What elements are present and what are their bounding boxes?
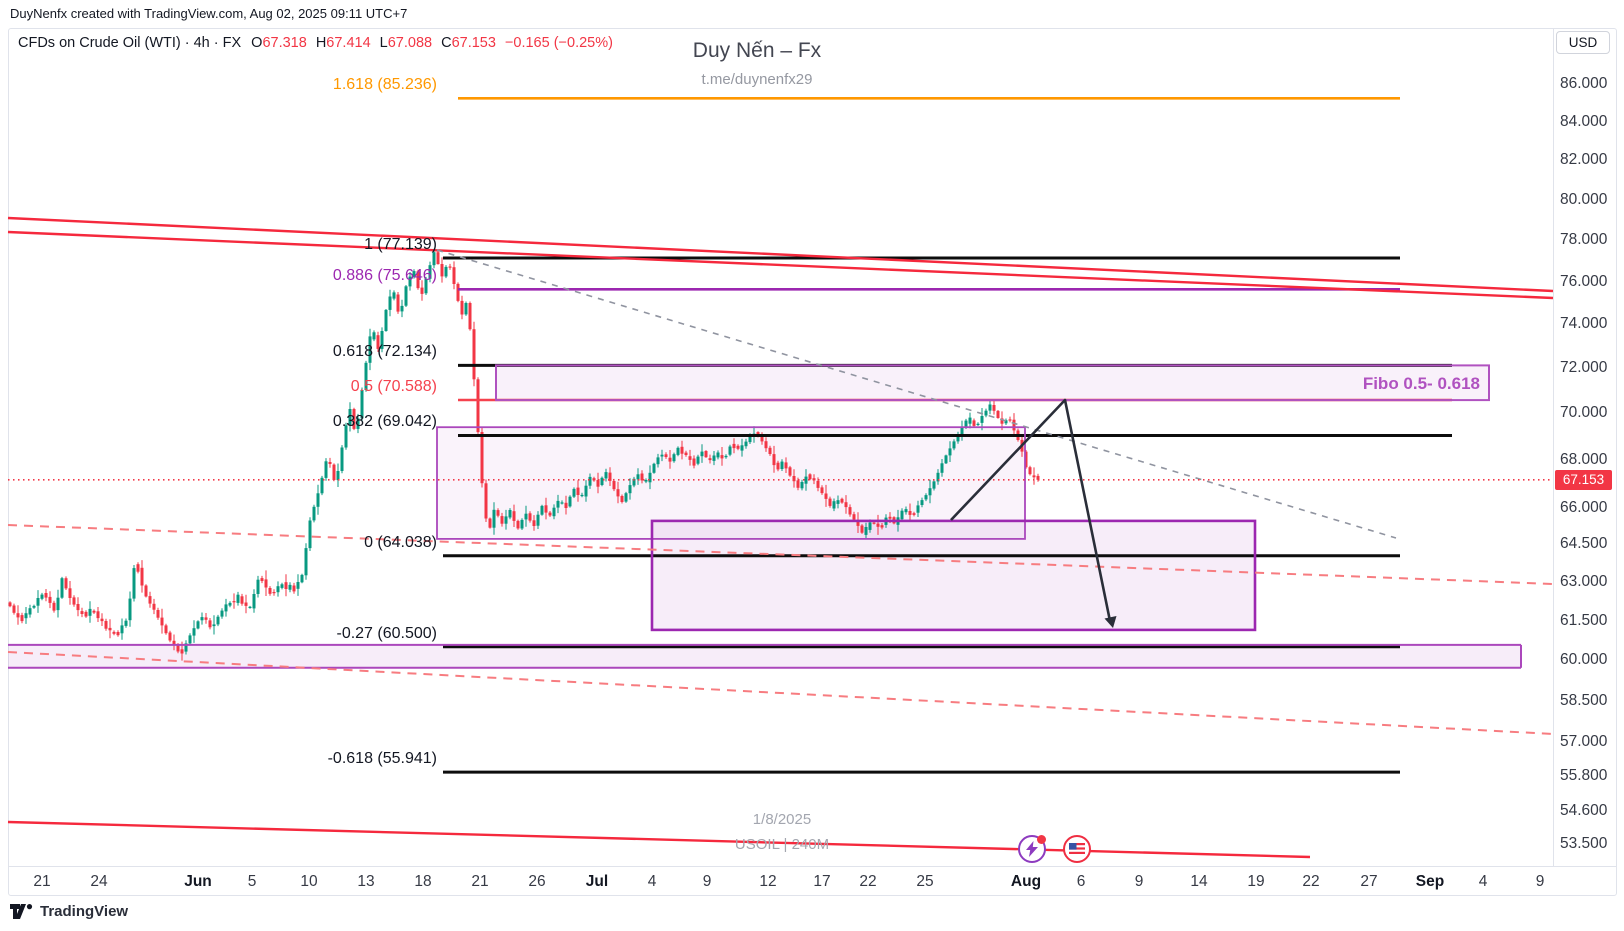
event-marker-earnings[interactable] [1018,835,1046,863]
price-axis-label: 60.000 [1560,651,1607,669]
date-axis-label: 22 [1302,873,1319,891]
ohlc-value: 67.088 [388,35,432,51]
watermark-title: Duy Nến – Fx [693,39,821,63]
date-axis-label: 14 [1190,873,1207,891]
ohlc-key: O [251,35,262,51]
tradingview-logo-icon [10,904,33,919]
date-axis-label: 22 [859,873,876,891]
date-axis-label: 26 [528,873,545,891]
price-axis-label: 86.000 [1560,75,1607,93]
date-axis-label: 9 [703,873,712,891]
date-axis-label: 21 [471,873,488,891]
date-axis-label: 4 [1479,873,1488,891]
symbol-title: CFDs on Crude Oil (WTI) · 4h · FX [18,35,241,51]
fibo-zone-label: Fibo 0.5- 0.618 [1363,374,1480,394]
us-flag-icon [1069,843,1085,856]
date-axis-label: Jul [586,873,608,891]
date-axis-label: 10 [300,873,317,891]
ohlc-value: 67.414 [326,35,370,51]
price-chart-canvas[interactable] [0,0,1624,931]
price-axis-label: 76.000 [1560,273,1607,291]
fib-level-label: 0.886 (75.646) [333,267,437,285]
date-axis-label: 13 [357,873,374,891]
date-axis-label: 12 [759,873,776,891]
fib-level-label: 0.618 (72.134) [333,343,437,361]
fib-level-label: 1.618 (85.236) [333,76,437,94]
price-axis-label: 74.000 [1560,315,1607,333]
last-price-badge: 67.153 [1555,470,1612,490]
fib-level-label: -0.27 (60.500) [336,625,437,643]
ohlc-values: O67.318 H67.414 L67.088 C67.153 [251,35,505,51]
price-axis-label: 55.800 [1560,767,1607,785]
lightning-icon [1025,841,1039,857]
ohlc-value: 67.318 [262,35,306,51]
tradingview-snapshot: DuyNenfx created with TradingView.com, A… [0,0,1624,931]
fib-level-label: 0.5 (70.588) [351,378,437,396]
tradingview-brand-text: TradingView [40,903,128,920]
currency-toggle-button[interactable]: USD [1556,31,1610,54]
date-axis-label: 25 [916,873,933,891]
price-axis-label: 61.500 [1560,612,1607,630]
price-axis-label: 84.000 [1560,113,1607,131]
chart-symbol-note: USOIL | 240M [735,836,829,853]
price-axis-label: 80.000 [1560,191,1607,209]
price-axis-label: 54.600 [1560,802,1607,820]
date-axis-label: Jun [184,873,212,891]
ohlc-key: L [380,35,388,51]
price-axis-label: 64.500 [1560,535,1607,553]
chart-date-note: 1/8/2025 [753,811,811,828]
date-axis-label: 18 [414,873,431,891]
ohlc-value: 67.153 [452,35,496,51]
tradingview-footer[interactable]: TradingView [10,903,128,920]
price-axis-label: 57.000 [1560,733,1607,751]
price-axis-label: 58.500 [1560,692,1607,710]
date-axis-label: 19 [1247,873,1264,891]
price-axis-label: 72.000 [1560,359,1607,377]
ohlc-key: C [441,35,451,51]
price-axis-label: 68.000 [1560,451,1607,469]
date-axis-label: 21 [33,873,50,891]
date-axis-label: 17 [813,873,830,891]
date-axis-label: 6 [1077,873,1086,891]
price-axis-border [1553,28,1554,866]
price-axis-label: 78.000 [1560,231,1607,249]
date-axis-label: Sep [1416,873,1444,891]
date-axis-label: 9 [1135,873,1144,891]
price-axis-label: 82.000 [1560,151,1607,169]
price-axis-label: 53.500 [1560,835,1607,853]
date-axis-label: 24 [90,873,107,891]
date-axis-label: Aug [1011,873,1041,891]
watermark-subtitle: t.me/duynenfx29 [702,71,813,88]
price-axis-label: 63.000 [1560,573,1607,591]
change-value: −0.165 (−0.25%) [505,35,613,51]
price-axis-label: 66.000 [1560,499,1607,517]
date-axis-border [8,866,1617,867]
event-marker-us-economy[interactable] [1063,835,1091,863]
fib-level-label: 1 (77.139) [364,236,437,254]
symbol-legend[interactable]: CFDs on Crude Oil (WTI) · 4h · FX O67.318… [18,35,613,51]
price-axis-label: 70.000 [1560,404,1607,422]
date-axis-label: 27 [1360,873,1377,891]
fib-level-label: -0.618 (55.941) [328,750,437,768]
fib-level-label: 0.382 (69.042) [333,413,437,431]
attribution-text: DuyNenfx created with TradingView.com, A… [10,6,407,21]
ohlc-key: H [316,35,326,51]
date-axis-label: 9 [1536,873,1545,891]
date-axis-label: 4 [648,873,657,891]
date-axis-label: 5 [248,873,257,891]
notification-dot [1037,835,1046,844]
fib-level-label: 0 (64.038) [364,534,437,552]
